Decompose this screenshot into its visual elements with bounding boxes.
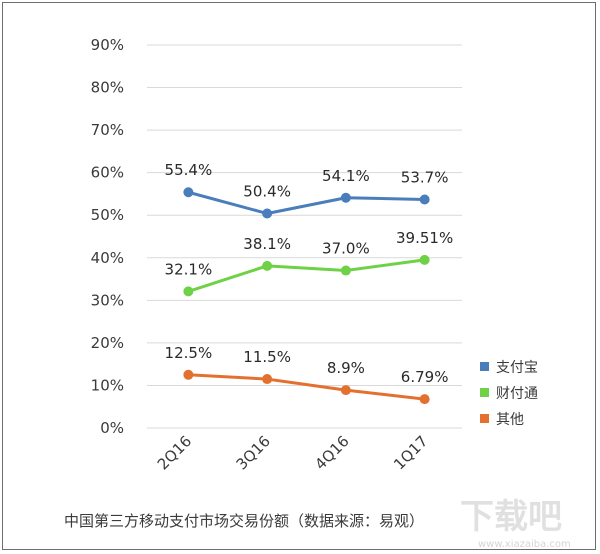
gridlines [147, 44, 462, 429]
y-tick-label: 30% [91, 291, 124, 309]
watermark-url: www.xiazaiba.com [478, 539, 571, 550]
series-point [262, 260, 273, 271]
x-category-label: 2Q16 [154, 432, 195, 473]
y-tick-label: 90% [91, 36, 124, 54]
data-label: 54.1% [322, 167, 370, 185]
series-point [183, 286, 194, 297]
x-category-label: 1Q17 [390, 432, 431, 473]
y-tick-label: 50% [91, 206, 124, 224]
data-label: 53.7% [401, 168, 449, 186]
series-line [186, 190, 427, 216]
data-label: 12.5% [165, 344, 213, 362]
y-tick-label: 70% [91, 121, 124, 139]
data-label: 38.1% [243, 235, 291, 253]
series-point [419, 194, 430, 205]
y-tick-label: 20% [91, 334, 124, 352]
series-point [262, 208, 273, 219]
data-label: 55.4% [165, 161, 213, 179]
series-point [340, 265, 351, 276]
watermark-logo: 下载吧 [460, 497, 562, 537]
data-label: 37.0% [322, 240, 370, 258]
series-point [340, 192, 351, 203]
y-tick-label: 60% [91, 164, 124, 182]
y-tick-label: 0% [100, 419, 124, 437]
data-label: 11.5% [243, 348, 291, 366]
data-label: 39.51% [396, 229, 453, 247]
series-point [340, 385, 351, 396]
data-label: 6.79% [401, 368, 449, 386]
legend-label: 其他 [496, 412, 524, 428]
data-label: 50.4% [243, 183, 291, 201]
series-line [186, 373, 427, 401]
series-point [183, 369, 194, 380]
data-labels: 55.4% 50.4% 54.1% 53.7% 32.1% 38.1% 37.0% 39.51… [165, 161, 454, 386]
series-point [419, 254, 430, 265]
data-label: 8.9% [327, 359, 365, 377]
series-point [262, 374, 273, 385]
y-tick-label: 80% [91, 79, 124, 97]
series-point [183, 187, 194, 198]
x-category-label: 3Q16 [233, 432, 274, 473]
chart-frame [2, 2, 596, 550]
legend-label: 财付通 [496, 386, 538, 402]
legend-swatch [480, 388, 489, 397]
legend-swatch [480, 414, 489, 423]
y-axis-tick-labels: 0% 10% 20% 30% 40% 50% 60% 70% 80% 90% [91, 36, 124, 437]
x-axis-category-labels: 2Q16 3Q16 4Q16 1Q17 [154, 432, 432, 473]
data-label: 32.1% [165, 260, 213, 278]
series-point [419, 394, 430, 405]
legend-label: 支付宝 [496, 360, 538, 376]
chart-caption: 中国第三方移动支付市场交易份额（数据来源：易观） [64, 512, 424, 530]
legend-swatch [480, 362, 489, 371]
y-tick-label: 10% [91, 376, 124, 394]
series-lines [183, 187, 430, 405]
y-tick-label: 40% [91, 249, 124, 267]
series-line [186, 258, 427, 293]
x-category-label: 4Q16 [311, 432, 352, 473]
